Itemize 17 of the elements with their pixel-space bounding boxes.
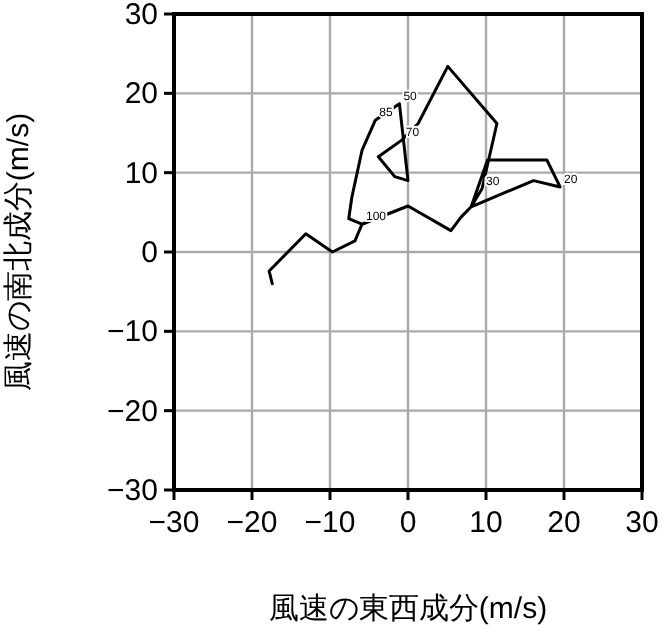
y-axis-title: 風速の南北成分(m/s) <box>2 112 36 392</box>
y-tick-label: 10 <box>124 156 158 191</box>
y-tick-label: 0 <box>141 236 158 270</box>
x-tick-label: 0 <box>399 506 417 540</box>
x-tick-label: 10 <box>469 506 503 540</box>
line-series <box>267 64 562 286</box>
x-tick-label: 30 <box>625 506 659 540</box>
x-tick-label: −30 <box>148 506 200 540</box>
x-axis-title: 風速の東西成分(m/s) <box>268 592 548 626</box>
x-tick-label: −10 <box>304 506 356 540</box>
x-tick-label: 20 <box>547 506 581 540</box>
y-tick-label: −30 <box>107 474 158 508</box>
y-tick-label: 20 <box>124 77 158 112</box>
x-tick-label: −20 <box>226 506 278 540</box>
y-tick-label: −10 <box>107 315 158 350</box>
y-tick-label: 30 <box>124 0 158 32</box>
y-tick-label: −20 <box>107 394 158 429</box>
